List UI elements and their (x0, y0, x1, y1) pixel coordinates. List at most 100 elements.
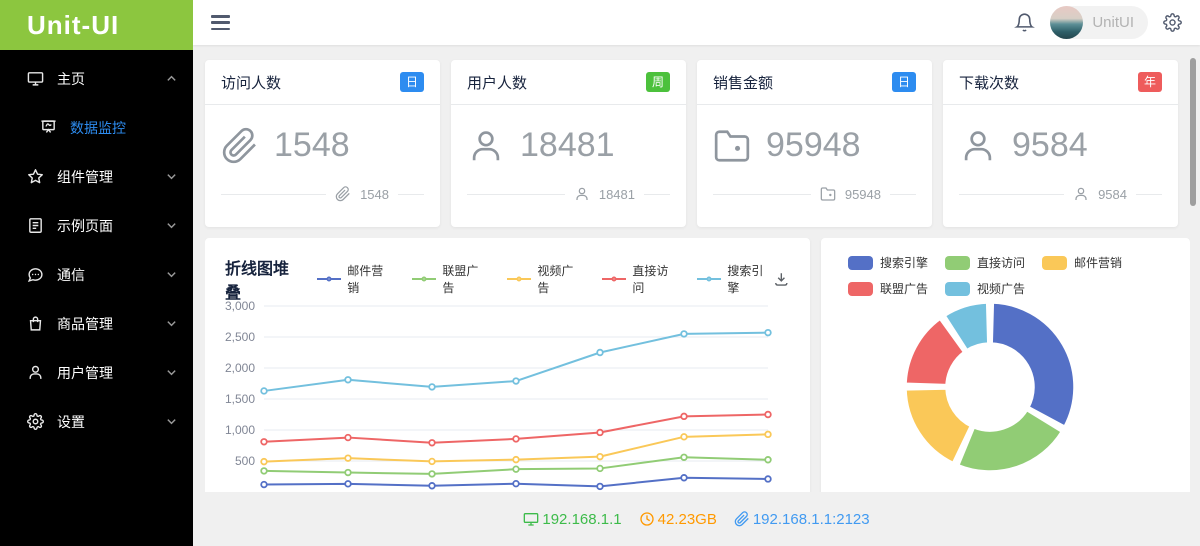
sidebar-item-home[interactable]: 主页 (0, 54, 193, 103)
sidebar: Unit-UI 主页 数据监控 组件管理 (0, 0, 193, 546)
legend-swatch (848, 255, 873, 270)
monitor-icon (27, 70, 44, 87)
stat-card-downloads: 下载次数 年 9584 9584 (943, 60, 1178, 227)
legend-label: 联盟广告 (880, 282, 929, 296)
legend-label: 视频广告 (537, 264, 574, 295)
menu-toggle-icon[interactable] (211, 15, 230, 30)
legend-label: 联盟广告 (442, 264, 479, 295)
wallet-icon (713, 127, 751, 165)
wallet-icon (820, 186, 836, 202)
stat-value: 18481 (520, 126, 615, 164)
document-icon (27, 217, 44, 234)
legend-item[interactable]: 邮件营销 (1042, 254, 1122, 271)
legend-line-marker (412, 276, 437, 282)
svg-text:2,500: 2,500 (225, 330, 255, 344)
sidebar-item-label: 设置 (57, 413, 85, 430)
paperclip-icon (221, 127, 259, 165)
main-content: 访问人数 日 1548 1548 (193, 45, 1200, 546)
legend-label: 邮件营销 (347, 264, 384, 295)
svg-text:2,000: 2,000 (225, 361, 255, 375)
legend-item[interactable]: 搜索引擎 (848, 254, 928, 271)
user-icon (467, 127, 505, 165)
stat-title: 用户人数 (467, 74, 528, 92)
sidebar-nav: 主页 数据监控 组件管理 示例页面 (0, 50, 193, 446)
donut-chart (903, 300, 1077, 474)
legend-label: 直接访问 (632, 264, 669, 295)
chevron-down-icon (166, 269, 177, 280)
chart-title: 折线图堆叠 (225, 261, 290, 302)
footer-address[interactable]: 192.168.1.1:2123 (734, 511, 870, 528)
star-icon (27, 168, 44, 185)
sidebar-item-label: 数据监控 (70, 119, 126, 136)
scrollbar-thumb[interactable] (1190, 58, 1196, 206)
sidebar-item-data-monitor[interactable]: 数据监控 (0, 103, 193, 152)
gear-icon (27, 413, 44, 430)
sidebar-item-communication[interactable]: 通信 (0, 250, 193, 299)
presentation-icon (40, 119, 57, 136)
chevron-down-icon (166, 416, 177, 427)
sidebar-item-example-pages[interactable]: 示例页面 (0, 201, 193, 250)
top-bar: UnitUI (193, 0, 1200, 45)
stat-card-sales: 销售金额 日 95948 95948 (697, 60, 932, 227)
legend-swatch (945, 281, 971, 296)
legend-item[interactable]: 直接访问 (602, 262, 678, 296)
svg-text:1,000: 1,000 (225, 423, 255, 437)
paperclip-icon (335, 186, 351, 202)
legend-swatch (1042, 255, 1068, 270)
stat-mini-value: 9584 (1098, 186, 1127, 202)
legend-line-marker (507, 276, 532, 282)
svg-text:3,000: 3,000 (225, 299, 255, 313)
stacked-line-chart: 500 1,000 1,500 2,000 2,500 3,000 (225, 299, 772, 491)
footer-ip[interactable]: 192.168.1.1 (523, 510, 622, 528)
legend-label: 搜索引擎 (880, 256, 929, 270)
period-badge: 周 (645, 72, 670, 92)
legend-item[interactable]: 直接访问 (945, 254, 1025, 271)
legend-item[interactable]: 视频广告 (945, 280, 1025, 297)
bell-icon[interactable] (1014, 12, 1036, 33)
chevron-up-icon (166, 73, 177, 84)
app-logo[interactable]: Unit-UI (0, 0, 193, 50)
sidebar-item-users[interactable]: 用户管理 (0, 348, 193, 397)
user-menu[interactable]: UnitUI (1050, 6, 1148, 39)
svg-text:500: 500 (235, 454, 255, 468)
bag-icon (27, 315, 44, 332)
stat-card-visitors: 访问人数 日 1548 1548 (205, 60, 440, 227)
donut-chart-card: 搜索引擎 直接访问 邮件营销联盟广告 视频广告 (821, 238, 1190, 492)
user-icon (574, 186, 590, 202)
charts-row: 折线图堆叠 邮件营销 联盟广告 视频广告 直接访问 搜索引擎 500 1,000 1,500… (205, 238, 1190, 492)
svg-text:1,500: 1,500 (225, 392, 255, 406)
legend-item[interactable]: 联盟广告 (848, 280, 928, 297)
sidebar-item-components[interactable]: 组件管理 (0, 152, 193, 201)
chevron-down-icon (166, 171, 177, 182)
period-badge: 日 (399, 72, 424, 92)
footer-ip-text: 192.168.1.1 (542, 510, 622, 528)
sidebar-item-products[interactable]: 商品管理 (0, 299, 193, 348)
legend-label: 直接访问 (977, 256, 1026, 270)
chevron-down-icon (166, 318, 177, 329)
sidebar-item-label: 主页 (57, 70, 85, 87)
sidebar-item-label: 用户管理 (57, 364, 113, 381)
download-icon[interactable] (773, 271, 790, 288)
gear-icon[interactable] (1163, 13, 1182, 32)
legend-item[interactable]: 搜索引擎 (697, 262, 773, 296)
chevron-down-icon (166, 220, 177, 231)
legend-item[interactable]: 邮件营销 (317, 262, 393, 296)
stat-title: 下载次数 (959, 74, 1020, 92)
legend-label: 视频广告 (977, 282, 1026, 296)
legend-item[interactable]: 联盟广告 (412, 262, 488, 296)
period-badge: 年 (1137, 72, 1162, 92)
user-icon (27, 364, 44, 381)
monitor-icon (523, 511, 539, 527)
stat-value: 1548 (274, 126, 350, 164)
stat-title: 销售金额 (713, 74, 774, 92)
stat-mini-value: 18481 (598, 186, 635, 202)
user-icon (959, 127, 997, 165)
legend-item[interactable]: 视频广告 (507, 262, 583, 296)
link-icon (734, 511, 750, 527)
stat-mini-value: 1548 (360, 186, 389, 202)
legend-line-marker (317, 276, 342, 282)
sidebar-item-settings[interactable]: 设置 (0, 397, 193, 446)
legend-swatch (848, 281, 873, 296)
footer-storage[interactable]: 42.23GB (639, 511, 717, 528)
legend-label: 邮件营销 (1074, 256, 1123, 270)
